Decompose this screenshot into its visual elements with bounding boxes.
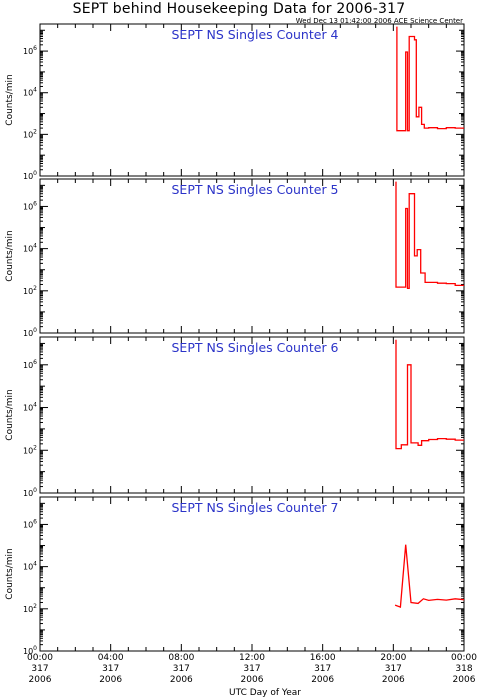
x-tick-text: 317 (385, 664, 402, 674)
y-tick-label: 106 (23, 200, 37, 211)
x-tick-text: 08:00 (168, 653, 194, 663)
y-tick-label: 102 (23, 603, 37, 614)
y-axis-label: Counts/min (5, 74, 15, 125)
x-tick-text: 00:00 (451, 653, 477, 663)
x-tick-text: 2006 (453, 675, 476, 685)
y-tick-label: 102 (23, 285, 37, 296)
plot-frame (39, 496, 465, 652)
y-axis-label: Counts/min (5, 389, 15, 440)
plot-frame (39, 178, 465, 334)
x-tick-text: 317 (31, 664, 48, 674)
x-tick-text: 317 (243, 664, 260, 674)
panel-title: SEPT NS Singles Counter 7 (171, 500, 338, 515)
y-tick-label: 102 (23, 444, 37, 455)
panel-2: 100 102 104 106 SEPT NS Singles Counter 5 Cou… (5, 178, 465, 338)
panel-1: 100 102 104 106 SEPT NS Singles Counter 4 Cou… (5, 23, 465, 181)
x-tick-text: 318 (455, 664, 472, 674)
y-tick-label: 100 (23, 170, 37, 181)
y-tick-label: 106 (23, 359, 37, 370)
panels-group: 100 102 104 106 SEPT NS Singles Counter 4 Cou… (5, 23, 465, 656)
x-tick-text: 317 (314, 664, 331, 674)
x-tick-text: 2006 (99, 675, 122, 685)
y-tick-label: 104 (23, 402, 37, 413)
data-series-line (394, 544, 465, 609)
x-tick-text: 12:00 (239, 653, 265, 663)
y-tick-label: 104 (23, 561, 37, 572)
panel-3: 100 102 104 106 SEPT NS Singles Counter 6 Cou… (5, 336, 465, 498)
x-tick-text: 2006 (170, 675, 193, 685)
y-tick-label: 104 (23, 243, 37, 254)
chart-subtitle: Wed Dec 13 01:42:00 2006 ACE Science Cen… (295, 17, 463, 25)
plot-frame (39, 23, 465, 177)
y-tick-label: 100 (23, 487, 37, 498)
panel-title: SEPT NS Singles Counter 5 (171, 182, 338, 197)
x-tick-text: 04:00 (98, 653, 124, 663)
x-tick-text: 20:00 (380, 653, 406, 663)
x-tick-text: 2006 (241, 675, 264, 685)
y-axis-label: Counts/min (5, 230, 15, 281)
data-series-line (395, 339, 464, 450)
x-tick-text: 2006 (29, 675, 52, 685)
y-tick-label: 106 (23, 45, 37, 56)
x-tick-text: 317 (102, 664, 119, 674)
panel-title: SEPT NS Singles Counter 6 (171, 340, 338, 355)
x-tick-text: 2006 (311, 675, 334, 685)
y-tick-label: 100 (23, 645, 37, 656)
x-tick-text: 317 (173, 664, 190, 674)
x-tick-text: 00:00 (27, 653, 53, 663)
y-tick-label: 104 (23, 87, 37, 98)
chart-title: SEPT behind Housekeeping Data for 2006-3… (72, 1, 406, 17)
x-axis-label: UTC Day of Year (229, 688, 301, 698)
y-tick-label: 106 (23, 518, 37, 529)
x-axis: 00:00317200604:00317200608:00317200612:0… (27, 653, 477, 685)
data-series-line (396, 26, 464, 132)
x-tick-text: 16:00 (310, 653, 336, 663)
data-series-line (395, 181, 464, 290)
y-tick-label: 100 (23, 327, 37, 338)
y-axis-label: Counts/min (5, 548, 15, 599)
x-tick-text: 2006 (382, 675, 405, 685)
plot-frame (39, 336, 465, 494)
panel-4: 100 102 104 106 SEPT NS Singles Counter 7 Cou… (5, 496, 465, 656)
panel-title: SEPT NS Singles Counter 4 (171, 27, 338, 42)
y-tick-label: 102 (23, 128, 37, 139)
